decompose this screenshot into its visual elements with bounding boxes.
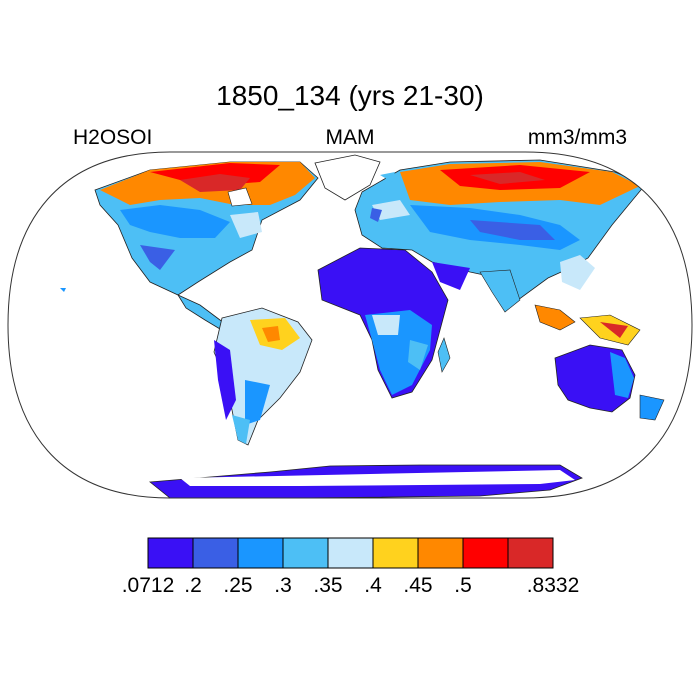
eurasia [354,159,646,313]
colorbar-box [147,537,194,569]
colorbar-box [462,537,509,569]
colorbar-tick-label: .35 [313,574,342,597]
south-america [213,307,313,446]
variable-label: H2OSOI [73,126,153,149]
colorbar-box [417,537,464,569]
colorbar-tick-label: .4 [364,574,382,597]
colorbar-tick-label: .25 [223,574,252,597]
colorbar-box [237,537,284,569]
small-islands [60,172,395,292]
colorbar-tick-label: .5 [454,574,472,597]
map-boundary [7,151,693,499]
colorbar-boxes [147,537,554,569]
north-america [94,154,381,333]
antarctica [148,464,583,498]
colorbar-tick-label: .0712 [122,574,175,597]
units-label: mm3/mm3 [527,126,627,149]
maritime-se-asia [534,304,641,346]
colorbar-box [327,537,374,569]
africa [317,247,451,399]
colorbar-tick-label: .8332 [527,574,580,597]
colorbar-tick-label: .3 [274,574,292,597]
colorbar-labels: .0712 .2 .25 .3 .35 .4 .45 .5 .8332 [122,574,580,597]
colorbar-box [282,537,329,569]
colorbar-tick-label: .45 [403,574,432,597]
colorbar-box [372,537,419,569]
season-label: MAM [325,126,375,149]
colorbar-tick-label: .2 [184,574,202,597]
australia [554,344,665,421]
colorbar-box [507,537,554,569]
colorbar-box [192,537,239,569]
map-title: 1850_134 (yrs 21-30) [216,80,484,111]
